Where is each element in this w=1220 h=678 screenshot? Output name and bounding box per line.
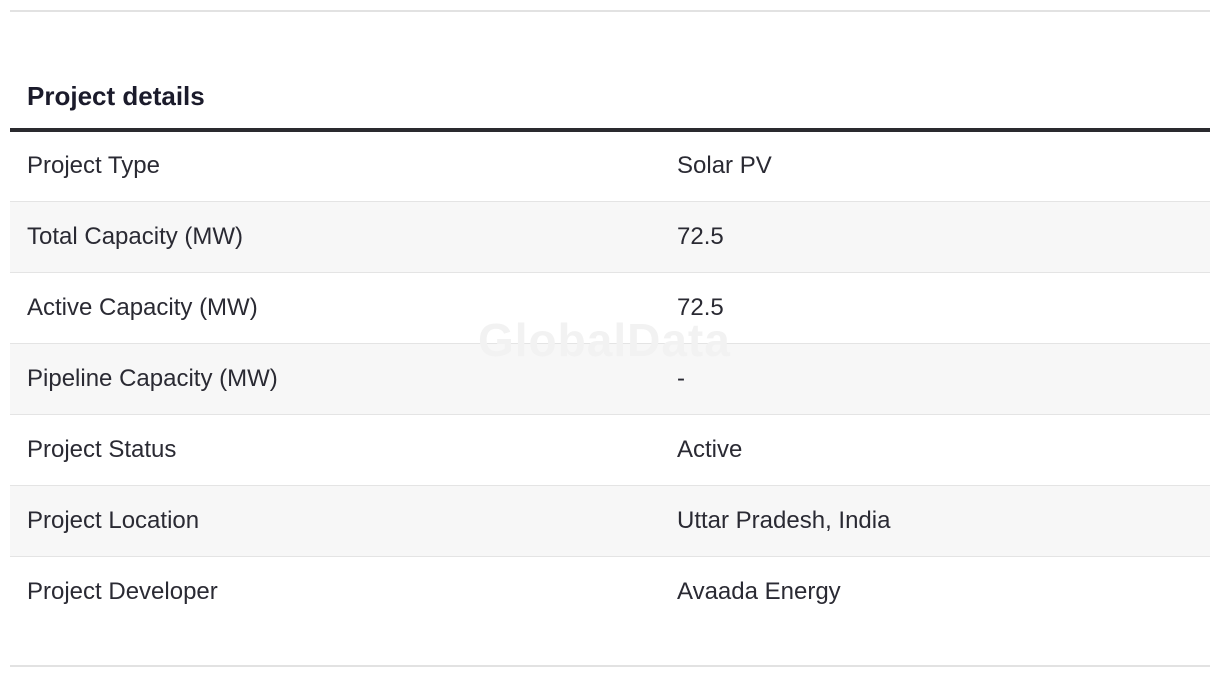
- project-details-table: Project Type Solar PV Total Capacity (MW…: [10, 128, 1210, 627]
- table-row: Active Capacity (MW) 72.5: [10, 272, 1210, 343]
- row-label: Project Type: [27, 152, 160, 180]
- row-label: Project Location: [27, 506, 200, 534]
- row-label: Project Status: [27, 435, 177, 463]
- row-value: 72.5: [677, 222, 724, 250]
- table-row: Project Location Uttar Pradesh, India: [10, 485, 1210, 556]
- row-value: Solar PV: [677, 152, 772, 180]
- table-row: Project Developer Avaada Energy: [10, 556, 1210, 627]
- row-label: Project Developer: [27, 577, 218, 605]
- row-value: Uttar Pradesh, India: [677, 506, 891, 534]
- table-row: Pipeline Capacity (MW) -: [10, 343, 1210, 414]
- row-value: Active: [677, 435, 743, 463]
- table-row: Total Capacity (MW) 72.5: [10, 201, 1210, 272]
- row-value: 72.5: [677, 293, 724, 321]
- table-row: Project Status Active: [10, 414, 1210, 485]
- row-label: Total Capacity (MW): [27, 222, 244, 250]
- section-title: Project details: [27, 81, 205, 111]
- bottom-divider: [10, 665, 1210, 667]
- table-row: Project Type Solar PV: [10, 130, 1210, 201]
- row-label: Active Capacity (MW): [27, 293, 258, 321]
- row-value: -: [677, 364, 685, 392]
- row-label: Pipeline Capacity (MW): [27, 364, 278, 392]
- row-value: Avaada Energy: [677, 577, 841, 605]
- top-divider: [10, 10, 1210, 12]
